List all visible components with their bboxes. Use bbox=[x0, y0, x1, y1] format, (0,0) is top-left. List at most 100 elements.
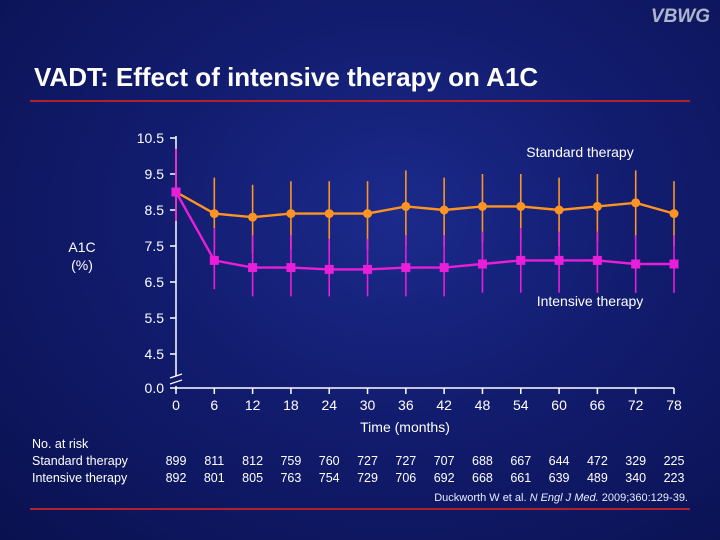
x-tick-label: 24 bbox=[321, 397, 337, 413]
risk-value: 661 bbox=[510, 471, 532, 485]
risk-value: 760 bbox=[318, 454, 340, 468]
risk-value: 812 bbox=[242, 454, 264, 468]
risk-value: 727 bbox=[395, 454, 417, 468]
footer-divider bbox=[30, 508, 690, 510]
data-point-circle bbox=[248, 212, 258, 222]
y-tick-label: 0.0 bbox=[145, 380, 165, 396]
risk-value: 329 bbox=[625, 454, 647, 468]
risk-value: 706 bbox=[395, 471, 417, 485]
data-point-square bbox=[592, 255, 602, 265]
data-point-square bbox=[516, 255, 526, 265]
x-tick-label: 66 bbox=[590, 397, 606, 413]
data-point-circle bbox=[209, 209, 219, 219]
citation-details: 2009;360:129-39. bbox=[598, 492, 688, 504]
data-point-square bbox=[669, 259, 679, 269]
x-tick-label: 6 bbox=[210, 397, 218, 413]
y-tick-label: 4.5 bbox=[145, 346, 165, 362]
data-point-square bbox=[631, 259, 641, 269]
risk-value: 892 bbox=[165, 471, 187, 485]
risk-value: 639 bbox=[548, 471, 570, 485]
data-point-circle bbox=[439, 205, 449, 215]
risk-value: 667 bbox=[510, 454, 532, 468]
title-divider bbox=[30, 100, 690, 102]
citation-journal: N Engl J Med. bbox=[529, 492, 599, 504]
y-axis-label: A1C (%) bbox=[60, 238, 104, 274]
x-tick-label: 78 bbox=[666, 397, 682, 413]
data-point-square bbox=[363, 264, 373, 274]
citation-authors: Duckworth W et al. bbox=[434, 492, 530, 504]
risk-value: 754 bbox=[318, 471, 340, 485]
risk-header: No. at risk bbox=[32, 437, 89, 451]
series-standard-therapy bbox=[171, 148, 679, 254]
data-point-square bbox=[209, 255, 219, 265]
risk-value: 759 bbox=[280, 454, 302, 468]
risk-value: 472 bbox=[586, 454, 608, 468]
data-point-square bbox=[324, 264, 334, 274]
y-tick-label: 5.5 bbox=[145, 310, 165, 326]
x-tick-label: 36 bbox=[398, 397, 414, 413]
data-point-circle bbox=[631, 198, 641, 208]
risk-value: 644 bbox=[548, 454, 570, 468]
y-axis-label-text: A1C (%) bbox=[68, 239, 96, 273]
vbwg-logo: VBWG bbox=[650, 6, 710, 27]
risk-value: 340 bbox=[625, 471, 647, 485]
risk-value: 811 bbox=[204, 454, 225, 468]
x-tick-label: 60 bbox=[551, 397, 567, 413]
data-point-circle bbox=[554, 205, 564, 215]
risk-value: 688 bbox=[472, 454, 493, 468]
y-tick-label: 8.5 bbox=[145, 202, 165, 218]
data-point-circle bbox=[592, 201, 602, 211]
citation: Duckworth W et al. N Engl J Med. 2009;36… bbox=[434, 492, 688, 504]
slide-title: VADT: Effect of intensive therapy on A1C bbox=[34, 62, 539, 92]
data-point-circle bbox=[286, 209, 296, 219]
x-tick-label: 48 bbox=[475, 397, 491, 413]
y-tick-label: 9.5 bbox=[145, 166, 165, 182]
y-axis-break-mark bbox=[169, 373, 183, 379]
risk-value: 729 bbox=[357, 471, 378, 485]
annotation-intensive-therapy: Intensive therapy bbox=[537, 293, 644, 309]
risk-row-label: Standard therapy bbox=[32, 454, 128, 468]
data-point-circle bbox=[401, 201, 411, 211]
risk-value: 489 bbox=[586, 471, 608, 485]
data-point-square bbox=[439, 263, 449, 273]
y-axis-break-mark bbox=[169, 379, 183, 385]
x-tick-label: 18 bbox=[283, 397, 299, 413]
risk-value: 801 bbox=[203, 471, 225, 485]
risk-value: 223 bbox=[663, 471, 685, 485]
annotation-standard-therapy: Standard therapy bbox=[526, 144, 633, 160]
x-tick-label: 72 bbox=[628, 397, 644, 413]
y-tick-label: 10.5 bbox=[137, 130, 164, 146]
y-tick-label: 6.5 bbox=[145, 274, 165, 290]
data-point-square bbox=[554, 255, 564, 265]
series-line bbox=[174, 191, 674, 271]
risk-value: 707 bbox=[433, 454, 455, 468]
x-axis-label: Time (months) bbox=[360, 419, 450, 435]
risk-value: 668 bbox=[472, 471, 493, 485]
risk-value: 763 bbox=[280, 471, 302, 485]
data-point-circle bbox=[363, 209, 373, 219]
data-point-square bbox=[401, 263, 411, 273]
risk-value: 225 bbox=[663, 454, 685, 468]
x-tick-label: 30 bbox=[360, 397, 376, 413]
y-tick-label: 7.5 bbox=[145, 238, 165, 254]
data-point-square bbox=[248, 263, 258, 273]
x-tick-label: 12 bbox=[245, 397, 261, 413]
x-tick-label: 42 bbox=[436, 397, 452, 413]
data-point-square bbox=[286, 263, 296, 273]
risk-value: 805 bbox=[242, 471, 264, 485]
series-line bbox=[175, 190, 675, 219]
risk-value: 727 bbox=[357, 454, 378, 468]
series-intensive-therapy bbox=[171, 148, 679, 297]
data-point-circle bbox=[477, 201, 487, 211]
data-point-square bbox=[477, 259, 487, 269]
x-tick-label: 54 bbox=[513, 397, 529, 413]
data-point-square bbox=[171, 187, 181, 197]
risk-value: 692 bbox=[433, 471, 455, 485]
risk-row-label: Intensive therapy bbox=[32, 471, 128, 485]
data-point-circle bbox=[516, 201, 526, 211]
data-point-circle bbox=[324, 209, 334, 219]
x-tick-label: 0 bbox=[172, 397, 180, 413]
risk-value: 899 bbox=[165, 454, 187, 468]
data-point-circle bbox=[669, 209, 679, 219]
